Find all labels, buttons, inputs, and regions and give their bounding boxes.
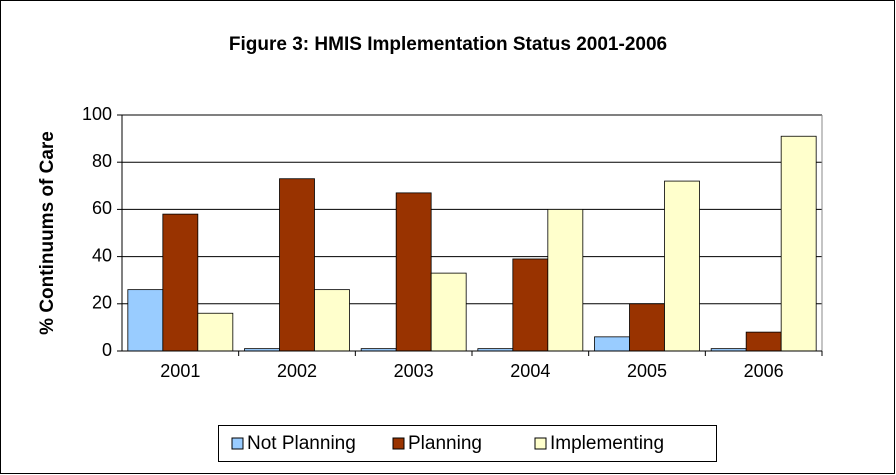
bar bbox=[430, 272, 467, 352]
y-tick-label: 80 bbox=[92, 151, 112, 171]
y-tick-label: 100 bbox=[82, 104, 112, 124]
legend-label: Implementing bbox=[550, 433, 664, 454]
y-axis-label: % Continuums of Care bbox=[37, 131, 58, 335]
legend-label: Planning bbox=[408, 433, 482, 454]
legend-swatch bbox=[534, 437, 547, 450]
bar bbox=[197, 312, 234, 352]
bar bbox=[629, 303, 665, 352]
bar bbox=[127, 289, 164, 352]
bar bbox=[512, 258, 549, 352]
bar bbox=[594, 336, 630, 352]
y-tick-label: 40 bbox=[92, 245, 112, 265]
y-tick-label: 20 bbox=[92, 293, 112, 313]
bar bbox=[395, 192, 432, 352]
bar bbox=[162, 213, 199, 352]
bar bbox=[745, 331, 782, 352]
bar bbox=[780, 135, 817, 352]
x-tick-label: 2001 bbox=[160, 361, 200, 381]
bar bbox=[279, 178, 315, 352]
x-tick-label: 2005 bbox=[627, 361, 667, 381]
x-tick-label: 2002 bbox=[277, 361, 317, 381]
bar bbox=[547, 208, 584, 352]
y-tick-label: 0 bbox=[102, 340, 112, 360]
y-tick-label: 60 bbox=[92, 198, 112, 218]
x-tick-label: 2006 bbox=[744, 361, 784, 381]
bar bbox=[314, 289, 350, 352]
legend-box bbox=[218, 425, 717, 462]
bar bbox=[664, 180, 700, 352]
x-tick-label: 2003 bbox=[394, 361, 434, 381]
x-tick-label: 2004 bbox=[510, 361, 550, 381]
chart-title: Figure 3: HMIS Implementation Status 200… bbox=[229, 34, 667, 55]
legend-label: Not Planning bbox=[247, 433, 356, 454]
legend-swatch bbox=[231, 437, 244, 450]
legend-swatch bbox=[392, 437, 405, 450]
